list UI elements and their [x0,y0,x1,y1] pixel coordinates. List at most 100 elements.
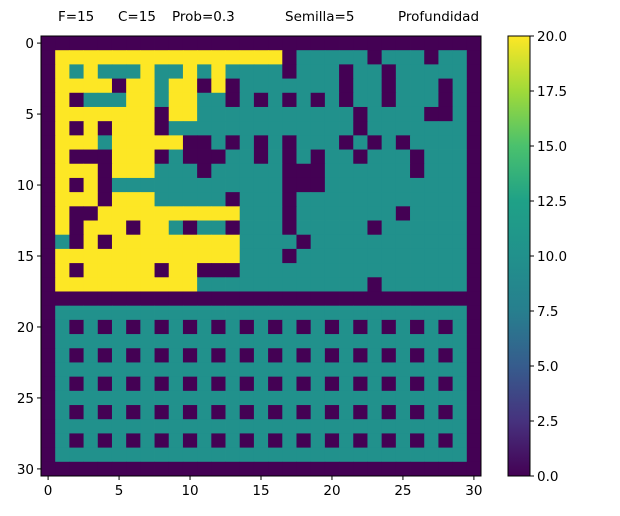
maze-cell [268,235,283,250]
maze-cell [268,277,283,292]
maze-cell [126,206,141,221]
maze-cell [311,320,326,335]
maze-cell [311,121,326,136]
maze-cell [84,391,99,406]
maze-cell [41,263,56,278]
maze-cell [98,235,113,250]
maze-cell [396,192,411,207]
maze-cell [254,192,269,207]
maze-cell [353,50,368,65]
maze-cell [69,277,84,292]
maze-cell [453,235,468,250]
maze-cell [438,64,453,79]
maze-cell [84,235,99,250]
maze-cell [69,291,84,306]
maze-cell [382,277,397,292]
maze-cell [112,377,127,392]
maze-cell [282,391,297,406]
maze-cell [69,419,84,434]
maze-cell [69,362,84,377]
maze-cell [467,178,482,193]
maze-cell [311,391,326,406]
maze-cell [169,206,184,221]
maze-cell [55,235,70,250]
maze-cell [254,150,269,165]
maze-cell [41,64,56,79]
maze-cell [226,121,241,136]
maze-cell [382,291,397,306]
maze-cell [55,462,70,477]
maze-cell [140,277,155,292]
maze-cell [410,150,425,165]
maze-cell [254,249,269,264]
maze-cell [467,263,482,278]
maze-cell [268,391,283,406]
maze-cell [424,150,439,165]
maze-cell [84,462,99,477]
maze-cell [69,320,84,335]
maze-cell [268,448,283,463]
maze-cell [254,221,269,236]
maze-cell [41,135,56,150]
maze-cell [155,93,170,108]
maze-cell [211,178,226,193]
maze-cell [453,79,468,94]
maze-cell [325,462,340,477]
maze-cell [140,405,155,420]
maze-cell [268,263,283,278]
maze-cell [226,64,241,79]
maze-cell [339,462,354,477]
maze-cell [169,192,184,207]
maze-cell [353,206,368,221]
maze-cell [268,150,283,165]
maze-cell [453,320,468,335]
maze-cell [169,334,184,349]
maze-cell [69,235,84,250]
maze-cell [55,334,70,349]
maze-cell [98,93,113,108]
maze-cell [240,249,255,264]
maze-cell [226,348,241,363]
maze-cell [226,150,241,165]
maze-cell [126,79,141,94]
maze-cell [339,235,354,250]
maze-cell [367,93,382,108]
maze-cell [467,277,482,292]
maze-cell [254,419,269,434]
maze-cell [211,206,226,221]
maze-cell [211,235,226,250]
maze-cell [396,79,411,94]
maze-cell [396,150,411,165]
maze-cell [240,50,255,65]
maze-cell [296,320,311,335]
maze-cell [254,348,269,363]
maze-cell [296,235,311,250]
maze-cell [183,306,198,321]
maze-cell [382,221,397,236]
maze-cell [382,164,397,179]
maze-cell [410,50,425,65]
maze-cell [98,79,113,94]
maze-cell [84,79,99,94]
maze-cell [226,277,241,292]
maze-cell [112,320,127,335]
maze-cell [226,79,241,94]
maze-cell [112,36,127,51]
maze-cell [140,206,155,221]
maze-cell [84,405,99,420]
maze-cell [339,79,354,94]
maze-cell [197,235,212,250]
maze-cell [382,362,397,377]
maze-cell [268,419,283,434]
maze-cell [226,164,241,179]
maze-cell [453,334,468,349]
maze-cell [226,135,241,150]
maze-cell [382,320,397,335]
maze-cell [367,391,382,406]
maze-cell [211,263,226,278]
x-tick-label: 5 [115,483,124,499]
maze-cell [353,150,368,165]
maze-cell [382,192,397,207]
maze-cell [296,221,311,236]
maze-cell [41,121,56,136]
